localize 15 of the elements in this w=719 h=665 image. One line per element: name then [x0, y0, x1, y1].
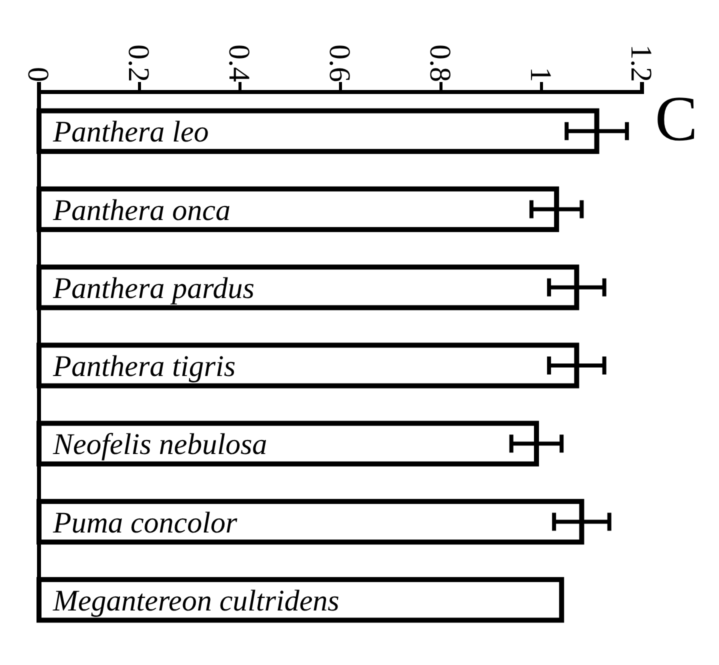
x-tick-label: 1	[524, 67, 557, 82]
x-tick-label: 0.6	[323, 44, 356, 82]
x-tick-label: 0.2	[122, 44, 155, 82]
text: C	[655, 83, 698, 154]
y-tick-label: Panthera leo	[52, 116, 209, 149]
y-tick-label: Megantereon cultridens	[52, 584, 340, 618]
y-tick-label: Neofelis nebulosa	[52, 428, 268, 462]
x-tick-label: 1.2	[624, 44, 658, 82]
y-tick-label: Panthera tigris	[52, 350, 236, 383]
x-tick-label: 0	[22, 67, 54, 82]
x-tick-label: 0.4	[222, 44, 256, 82]
x-tick-label: 0.8	[424, 44, 456, 82]
y-tick-label: Panthera onca	[52, 194, 230, 227]
y-tick-label: Panthera pardus	[52, 272, 254, 305]
y-tick-label: Puma concolor	[52, 506, 238, 540]
